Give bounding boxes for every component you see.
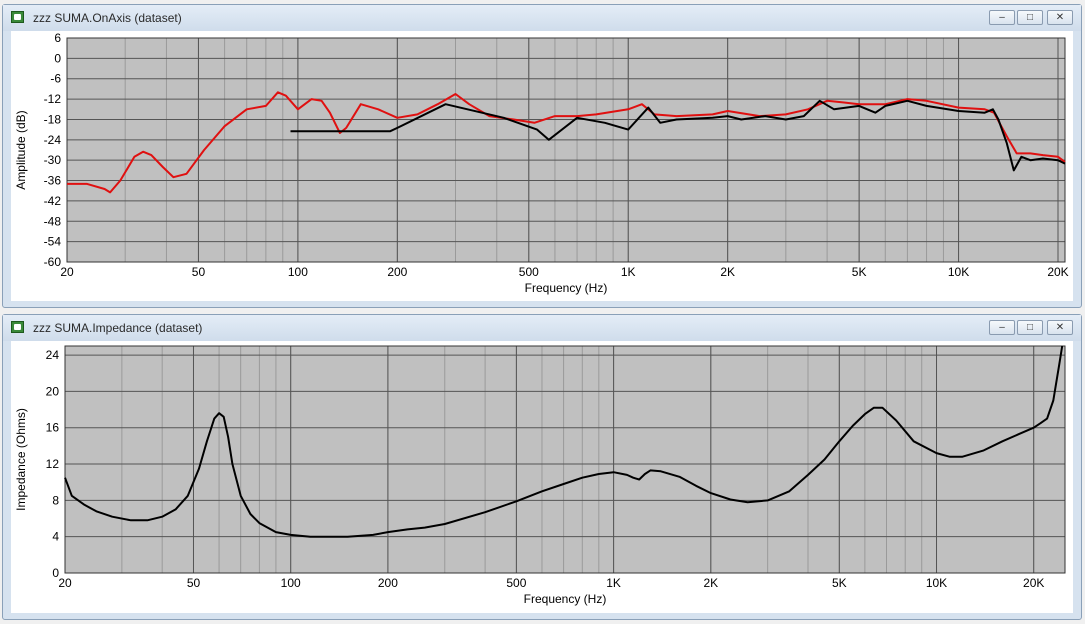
y-tick-label: -30 [44, 153, 62, 167]
app-icon[interactable] [11, 321, 24, 333]
x-axis-label: Frequency (Hz) [525, 281, 608, 295]
minimize-button[interactable]: – [989, 10, 1015, 25]
y-axis-label: Impedance (Ohms) [14, 408, 28, 511]
x-tick-label: 200 [387, 265, 407, 279]
close-button[interactable]: ✕ [1047, 320, 1073, 335]
plot-frame [64, 345, 1066, 574]
plot-area [65, 346, 1065, 573]
x-tick-label: 100 [288, 265, 308, 279]
y-tick-label: 20 [46, 384, 60, 398]
plot-frame [66, 37, 1066, 263]
y-tick-label: -24 [44, 133, 62, 147]
y-tick-label: 0 [52, 566, 59, 580]
amplitude-chart: 20 50 100 200 500 1K 2K 5K 10K 20K 6 0 -6 -12 -18 -24 -3… [14, 31, 1069, 295]
y-tick-label: -6 [50, 72, 61, 86]
x-tick-label: 10K [926, 576, 947, 590]
impedance-titlebar[interactable]: zzz SUMA.Impedance (dataset) – □ ✕ [3, 315, 1081, 341]
y-tick-label: 4 [52, 530, 59, 544]
impedance-chart-area: 20 50 100 200 500 1K 2K 5K 10K 20K 24 20 16 12 8 4 0 Freq… [11, 341, 1073, 613]
series-line-0 [64, 345, 1064, 538]
x-tick-label: 5K [832, 576, 847, 590]
y-tick-label: 0 [54, 51, 61, 65]
x-tick-label: 500 [519, 265, 539, 279]
maximize-button[interactable]: □ [1017, 320, 1043, 335]
close-button[interactable]: ✕ [1047, 10, 1073, 25]
x-tick-label: 1K [606, 576, 621, 590]
y-axis-label: Amplitude (dB) [14, 110, 28, 189]
window-title: zzz SUMA.Impedance (dataset) [33, 321, 203, 335]
minimize-button[interactable]: – [989, 320, 1015, 335]
onaxis-chart-area: 20 50 100 200 500 1K 2K 5K 10K 20K 6 0 -6 -12 -18 -24 -3… [11, 31, 1073, 301]
x-tick-label: 5K [852, 265, 867, 279]
onaxis-window: zzz SUMA.OnAxis (dataset) – □ ✕ 20 50 100 2… [2, 4, 1082, 308]
x-tick-label: 100 [281, 576, 301, 590]
onaxis-titlebar[interactable]: zzz SUMA.OnAxis (dataset) – □ ✕ [3, 5, 1081, 31]
app-icon[interactable] [11, 11, 24, 23]
x-tick-label: 20 [58, 576, 72, 590]
x-tick-label: 50 [192, 265, 206, 279]
window-title: zzz SUMA.OnAxis (dataset) [33, 11, 182, 25]
x-tick-label: 200 [378, 576, 398, 590]
x-tick-label: 20K [1047, 265, 1068, 279]
y-tick-label: 8 [52, 493, 59, 507]
y-tick-label: -54 [44, 235, 62, 249]
x-tick-label: 10K [948, 265, 969, 279]
y-tick-label: -36 [44, 174, 62, 188]
y-tick-label: -48 [44, 214, 62, 228]
x-tick-label: 2K [720, 265, 735, 279]
x-tick-label: 500 [506, 576, 526, 590]
x-tick-label: 2K [703, 576, 718, 590]
y-tick-label: 16 [46, 421, 60, 435]
impedance-chart: 20 50 100 200 500 1K 2K 5K 10K 20K 24 20 16 12 8 4 0 Freq… [14, 345, 1066, 606]
x-tick-label: 1K [621, 265, 636, 279]
impedance-window: zzz SUMA.Impedance (dataset) – □ ✕ 20 50 1… [2, 314, 1082, 620]
y-tick-label: -18 [44, 112, 62, 126]
y-tick-label: -60 [44, 255, 62, 269]
y-tick-label: -42 [44, 194, 62, 208]
y-tick-label: -12 [44, 92, 62, 106]
series-line-0 [67, 91, 1066, 194]
y-tick-label: 24 [46, 348, 60, 362]
maximize-button[interactable]: □ [1017, 10, 1043, 25]
series-line-1 [290, 99, 1066, 172]
y-tick-label: 12 [46, 457, 60, 471]
x-tick-label: 20 [60, 265, 74, 279]
plot-area [67, 38, 1065, 262]
x-tick-label: 50 [187, 576, 201, 590]
x-axis-label: Frequency (Hz) [524, 592, 607, 606]
y-tick-label: 6 [54, 31, 61, 45]
x-tick-label: 20K [1023, 576, 1044, 590]
